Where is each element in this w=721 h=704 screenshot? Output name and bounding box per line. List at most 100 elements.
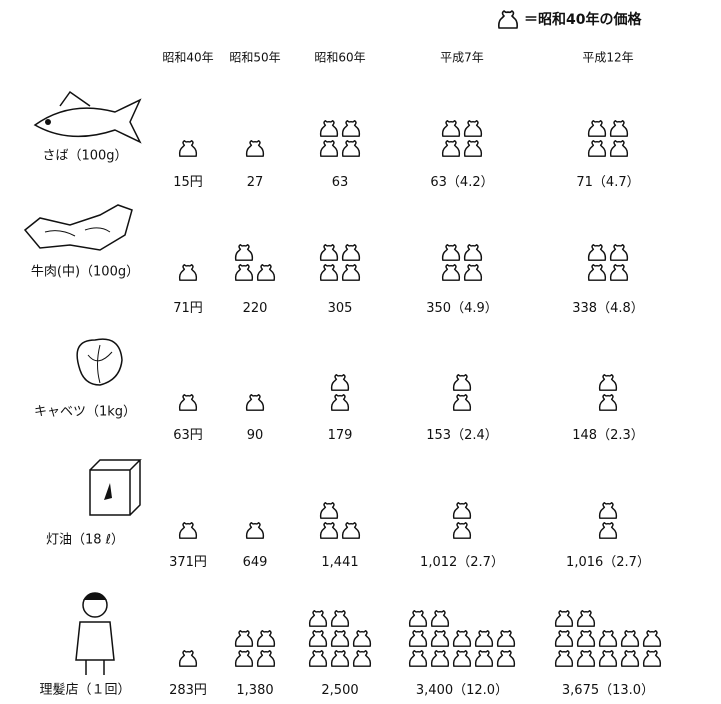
price-icon <box>598 501 618 519</box>
price-icon <box>341 243 361 261</box>
price: 350 <box>426 301 451 316</box>
price-icon <box>178 649 198 667</box>
price: 338 <box>572 301 597 316</box>
item-name: 灯油（18 ℓ） <box>46 533 124 548</box>
price-icon <box>330 629 350 647</box>
price-icon <box>587 243 607 261</box>
ratio: （13.0） <box>599 683 654 698</box>
price-icon <box>598 353 605 371</box>
price-icon <box>598 481 614 499</box>
value-label: 71（4.7） <box>576 175 639 190</box>
price-icon <box>609 139 629 157</box>
price-icon <box>319 139 339 157</box>
price-icon <box>452 353 461 371</box>
price-icon <box>496 629 516 647</box>
value-label: 63（4.2） <box>430 175 493 190</box>
price-icon <box>441 99 445 117</box>
year-label: 平成7年 <box>440 51 484 65</box>
price-icon <box>452 481 468 499</box>
price-icon <box>587 263 607 281</box>
price-icon <box>576 629 596 647</box>
price-icon <box>496 649 516 667</box>
price-icon <box>319 119 339 137</box>
price: 1,012 <box>420 555 457 570</box>
price-icon <box>441 119 461 137</box>
price-icon <box>474 649 494 667</box>
price-icon <box>245 373 254 391</box>
price-icon <box>430 609 450 627</box>
price-icon <box>463 139 483 157</box>
price-icon <box>609 243 629 261</box>
value-label: 15円 <box>173 175 203 190</box>
price-icon <box>341 501 360 519</box>
price-icon <box>178 263 198 281</box>
price-icon <box>178 139 198 157</box>
ratio: （2.3） <box>597 428 644 443</box>
value-label: 148（2.3） <box>572 428 644 443</box>
ratio: （2.7） <box>603 555 650 570</box>
price-icon <box>620 649 640 667</box>
price-icon <box>576 649 596 667</box>
value-label: 305 <box>328 301 353 316</box>
price-icon <box>642 629 662 647</box>
price-icon <box>245 501 261 519</box>
year-label: 昭和50年 <box>229 51 280 65</box>
price-icon <box>234 263 254 281</box>
price-icon <box>620 629 640 647</box>
value-label: 71円 <box>173 301 203 316</box>
value-label: 350（4.9） <box>426 301 498 316</box>
price-icon <box>352 649 372 667</box>
price-icon <box>452 393 472 411</box>
price-icon <box>598 521 618 539</box>
price-icon <box>441 263 461 281</box>
price-icon <box>554 649 574 667</box>
price-icon <box>319 501 339 519</box>
price-icon <box>234 609 253 627</box>
price-icon <box>256 263 276 281</box>
price-icon <box>330 649 350 667</box>
price: 283円 <box>169 683 207 698</box>
barber-illustration <box>75 592 115 675</box>
year-label: 昭和60年 <box>314 51 365 65</box>
value-label: 371円 <box>169 555 207 570</box>
price-icon <box>587 139 607 157</box>
price-icon <box>609 263 629 281</box>
price-icon <box>408 649 428 667</box>
price-icon <box>330 373 350 391</box>
price: 3,400 <box>416 683 453 698</box>
value-label: 3,675（13.0） <box>562 683 654 698</box>
price: 1,441 <box>321 555 358 570</box>
meat-illustration <box>23 204 133 251</box>
price: 371円 <box>169 555 207 570</box>
price: 2,500 <box>321 683 358 698</box>
price-icon <box>341 119 361 137</box>
value-label: 63円 <box>173 428 203 443</box>
value-label: 220 <box>243 301 268 316</box>
price-icon <box>463 243 483 261</box>
price: 71 <box>576 175 593 190</box>
price-icon <box>430 649 450 667</box>
price-icon <box>256 629 276 647</box>
price: 15円 <box>173 175 203 190</box>
value-label: 338（4.8） <box>572 301 644 316</box>
price: 1,016 <box>566 555 603 570</box>
price-icon <box>598 629 618 647</box>
value-label: 283円 <box>169 683 207 698</box>
price-icon <box>341 521 361 539</box>
value-label: 2,500 <box>321 683 358 698</box>
price-icon <box>234 243 254 261</box>
price-icon <box>256 649 276 667</box>
item-name: さば（100g） <box>42 149 127 164</box>
price-icon <box>463 119 483 137</box>
legend-text: ＝昭和40年の価格 <box>524 11 642 28</box>
price-icon <box>319 243 339 261</box>
price-icon <box>319 99 323 117</box>
price-icon <box>341 139 361 157</box>
value-label: 1,016（2.7） <box>566 555 650 570</box>
price-icon <box>245 521 265 539</box>
price: 148 <box>572 428 597 443</box>
price-icon <box>554 609 574 627</box>
price-icon <box>319 223 325 241</box>
price-icon <box>598 393 618 411</box>
